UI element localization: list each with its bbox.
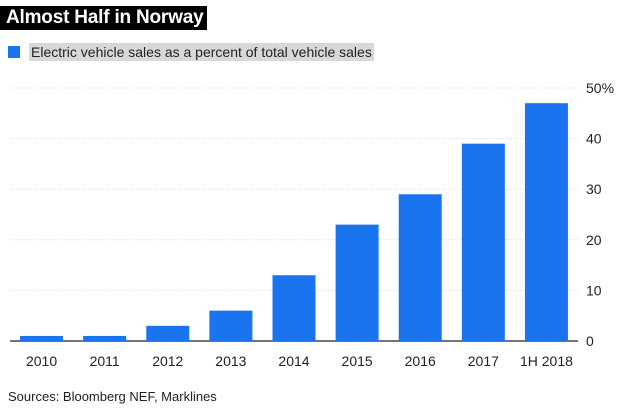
bar-2016	[398, 194, 442, 341]
bar-2010	[20, 335, 64, 341]
y-tick-label: 50%	[586, 80, 614, 96]
y-tick-label: 0	[586, 333, 594, 349]
x-tick-label: 2011	[90, 353, 120, 369]
bar-1h-2018	[524, 103, 568, 342]
x-tick-label: 2012	[152, 353, 183, 369]
source-note: Sources: Bloomberg NEF, Marklines	[8, 389, 217, 404]
legend-swatch	[8, 46, 20, 58]
legend: Electric vehicle sales as a percent of t…	[8, 43, 374, 61]
y-tick-label: 10	[586, 282, 602, 298]
legend-label: Electric vehicle sales as a percent of t…	[29, 43, 374, 61]
bars	[20, 103, 568, 342]
bar-2011	[83, 335, 127, 341]
x-tick-label: 1H 2018	[520, 353, 573, 369]
y-tick-label: 20	[586, 232, 602, 248]
bar-2017	[461, 143, 505, 341]
bar-2014	[272, 275, 316, 341]
x-tick-label: 2014	[278, 353, 309, 369]
y-tick-label: 40	[586, 131, 602, 147]
x-tick-label: 2017	[468, 353, 499, 369]
y-tick-label: 30	[586, 181, 602, 197]
x-tick-label: 2015	[342, 353, 373, 369]
x-tick-label: 2016	[405, 353, 436, 369]
bar-2015	[335, 224, 379, 341]
bar-2013	[209, 310, 253, 341]
y-axis-labels: 0 10 20 30 40 50%	[586, 80, 614, 349]
bar-2012	[146, 325, 190, 341]
x-tick-label: 2010	[26, 353, 57, 369]
x-axis-labels: 2010 2011 2012 2013 2014 2015 2016 2017 1H 2018	[26, 353, 573, 369]
x-tick-label: 2013	[215, 353, 246, 369]
chart-title: Almost Half in Norway	[0, 6, 208, 30]
